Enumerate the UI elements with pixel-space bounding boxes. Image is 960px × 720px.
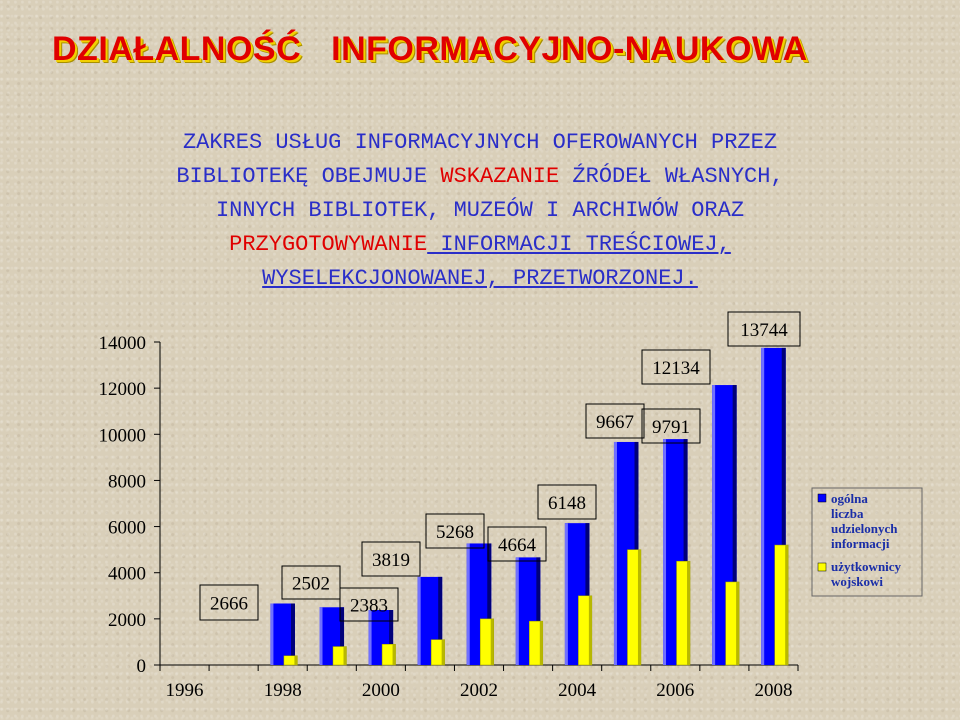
x-tick-label: 1996 (166, 680, 204, 701)
data-label-box (281, 565, 341, 600)
intro-line-4: PRZYGOTOWYWANIE INFORMACJI TREŚCIOWEJ, (40, 228, 920, 262)
data-label: 13744 (740, 320, 788, 341)
bar-military-shade (392, 644, 396, 665)
bar-total-highlight (663, 439, 667, 665)
legend-label-military: użytkownicy wojskowi (831, 559, 902, 589)
intro-line-2c: ŹRÓDEŁ WŁASNYCH, (559, 164, 784, 189)
bar-total-highlight (712, 385, 716, 665)
bar-military-shade (736, 581, 740, 665)
intro-line-4b: INFORMACJI TREŚCIOWEJ, (427, 232, 731, 257)
y-tick-label: 6000 (108, 518, 146, 539)
y-tick-label: 14000 (99, 333, 147, 354)
bar-total-shade (536, 557, 541, 665)
data-label-box (339, 587, 399, 622)
bar-military-shade (687, 561, 691, 665)
page-title: DZIAŁALNOŚĆ INFORMACYJNO-NAUKOWA (52, 30, 838, 69)
bar-military-shade (785, 545, 789, 665)
data-label-box (641, 408, 701, 444)
data-label: 9791 (652, 417, 690, 438)
data-label: 6148 (548, 493, 586, 514)
intro-line-2: BIBLIOTEKĘ OBEJMUJE WSKAZANIE ŹRÓDEŁ WŁA… (40, 160, 920, 194)
data-label-box (199, 584, 259, 621)
data-label-box (727, 311, 801, 347)
bar-total-shade (290, 603, 295, 665)
bar-total-shade (438, 576, 443, 665)
bar-total-highlight (466, 543, 470, 665)
data-label: 2502 (292, 574, 330, 595)
intro-line-5: WYSELEKCJONOWANEJ, PRZETWORZONEJ. (262, 266, 698, 291)
data-label-box (425, 513, 485, 549)
bar-total-highlight (613, 441, 617, 665)
data-label-box (537, 484, 597, 520)
bar-total-highlight (564, 523, 568, 665)
bar-total-shade (340, 607, 345, 665)
y-tick-label: 12000 (99, 379, 147, 400)
bar-total-shade (732, 385, 737, 665)
x-tick-label: 2008 (754, 680, 792, 701)
data-label: 4664 (498, 535, 537, 556)
intro-line-2a: BIBLIOTEKĘ OBEJMUJE (176, 164, 441, 189)
data-label: 2383 (350, 596, 388, 617)
bar-total-highlight (761, 347, 765, 665)
intro-line-4-highlight: PRZYGOTOWYWANIE (229, 232, 428, 257)
data-label-box (361, 541, 421, 577)
bar-total-shade (683, 439, 688, 665)
bar-military-shade (294, 655, 298, 665)
y-tick-label: 4000 (108, 564, 146, 585)
legend-swatch-total (817, 493, 827, 503)
title-part-2: INFORMACYJNO-NAUKOWA (331, 30, 808, 68)
bar-total-highlight (515, 557, 519, 665)
y-tick-label: 0 (137, 656, 147, 677)
bar-military-shade (441, 639, 445, 665)
data-label-box (585, 403, 645, 439)
x-tick-label: 1998 (264, 680, 302, 701)
bar-total (270, 603, 295, 665)
intro-line-3: INNYCH BIBLIOTEK, MUZEÓW I ARCHIWÓW ORAZ (215, 198, 745, 223)
data-label: 5268 (436, 522, 474, 543)
bar-total-highlight (319, 607, 323, 665)
data-label: 3819 (372, 550, 410, 571)
bar-military-shade (539, 621, 543, 665)
y-tick-label: 8000 (108, 471, 146, 492)
x-tick-label: 2002 (460, 680, 498, 701)
data-label-box (487, 526, 547, 562)
intro-line-2-highlight: WSKAZANIE (440, 164, 560, 189)
bar-military-shade (637, 549, 641, 665)
y-tick-label: 10000 (99, 425, 147, 446)
bar-military-shade (588, 595, 592, 665)
x-tick-label: 2004 (558, 680, 597, 701)
data-label: 12134 (652, 358, 700, 379)
x-tick-label: 2006 (656, 680, 694, 701)
bar-total-highlight (417, 576, 421, 665)
x-tick-label: 2000 (362, 680, 400, 701)
y-tick-label: 2000 (108, 610, 146, 631)
bar-total-shade (487, 543, 492, 665)
bar-total-shade (781, 347, 786, 665)
data-label: 2666 (210, 594, 248, 615)
legend-swatch-military (817, 562, 827, 572)
bar-total-shade (585, 523, 590, 665)
intro-line-1: ZAKRES USŁUG INFORMACYJNYCH OFEROWANYCH … (182, 130, 778, 155)
data-label: 9667 (596, 412, 634, 433)
bar-total-highlight (368, 610, 372, 665)
legend-label-total: ogólna liczba udzielonych informacji (831, 491, 898, 551)
bar-total-highlight (270, 603, 274, 665)
title-part-1: DZIAŁALNOŚĆ (52, 30, 302, 68)
legend-box (811, 487, 923, 597)
bar-military-shade (343, 646, 347, 665)
intro-text: ZAKRES USŁUG INFORMACYJNYCH OFEROWANYCH … (40, 126, 920, 296)
data-label-box (641, 349, 711, 385)
bar-military-shade (490, 618, 494, 665)
bar-total-shade (389, 610, 394, 665)
